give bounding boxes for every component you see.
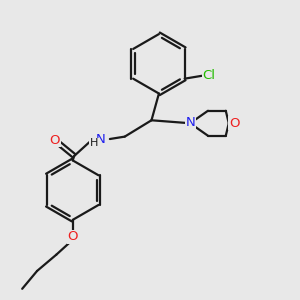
Text: O: O [68, 230, 78, 243]
Text: N: N [96, 133, 106, 146]
Text: O: O [50, 134, 60, 147]
Text: N: N [186, 116, 196, 129]
Text: Cl: Cl [202, 69, 215, 82]
Text: H: H [90, 139, 98, 148]
Text: O: O [229, 117, 239, 130]
